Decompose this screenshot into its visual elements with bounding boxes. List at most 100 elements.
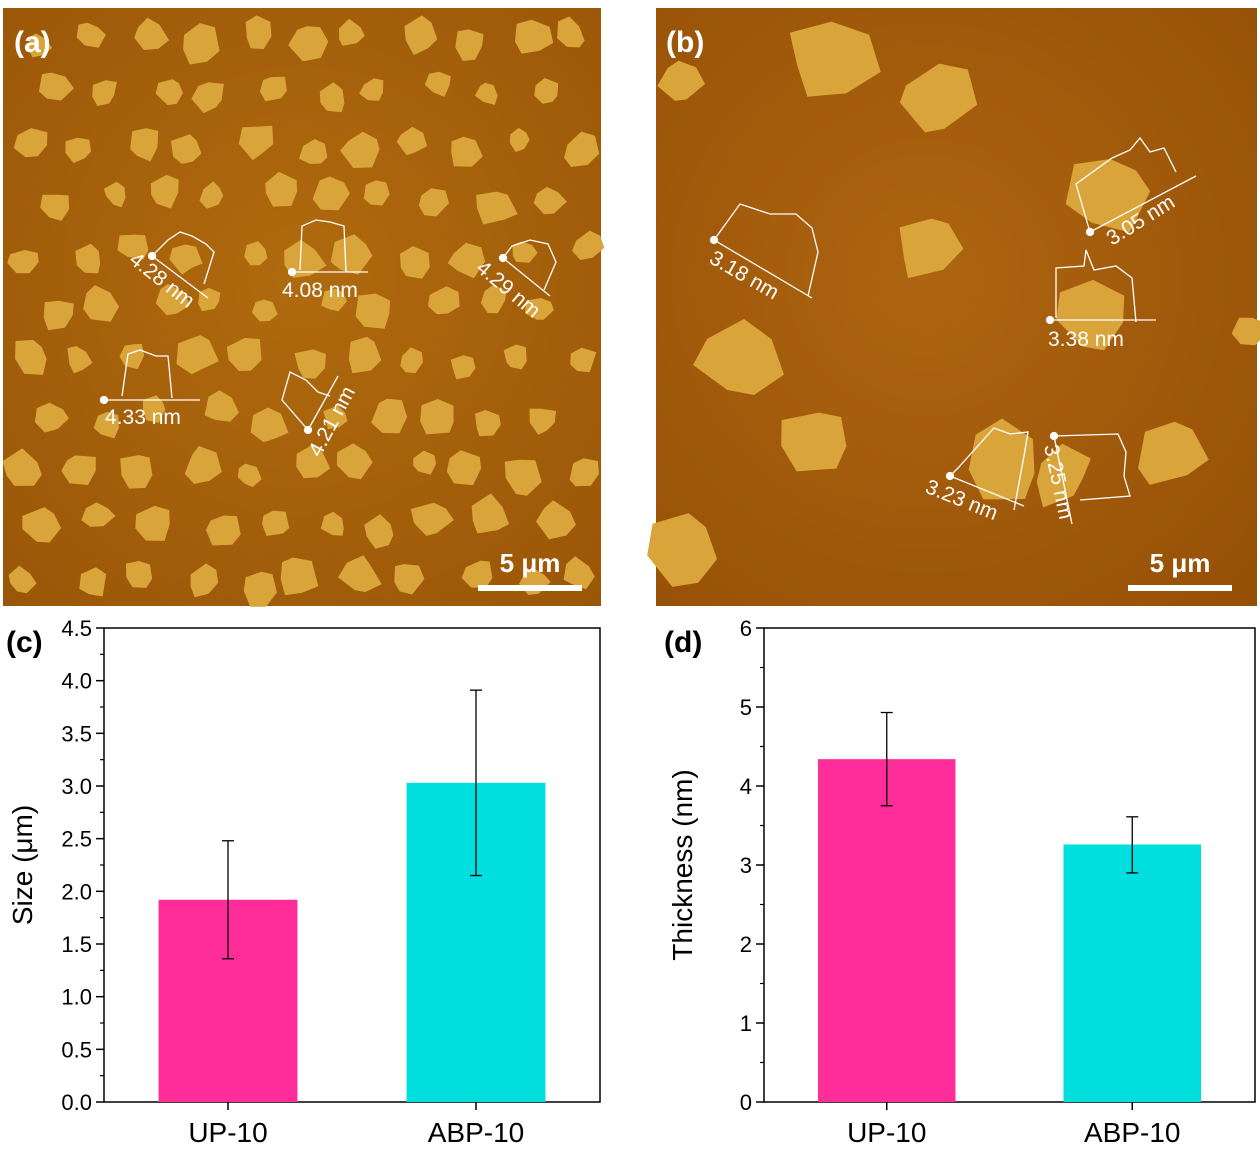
flake: [529, 408, 557, 435]
profile-arrow: [151, 255, 209, 299]
flake: [515, 19, 554, 54]
flake: [204, 390, 239, 422]
y-tick-label: 3.0: [61, 774, 92, 799]
flake: [34, 402, 69, 433]
flake: [250, 407, 289, 443]
flake: [1056, 279, 1125, 351]
y-tick-label: 5: [740, 695, 752, 720]
flake: [67, 346, 93, 374]
flake: [340, 131, 380, 168]
flake: [461, 560, 493, 589]
flake: [155, 283, 190, 316]
flake: [190, 563, 219, 598]
flake: [1138, 421, 1209, 485]
flake: [237, 463, 262, 488]
flake: [563, 556, 595, 590]
y-tick-label: 2: [740, 932, 752, 957]
afm-panel-b: 3.18 nm 3.05 nm 3.38 nm 3.23 nm 3.25 nm …: [647, 8, 1260, 606]
y-tick-label: 0.0: [61, 1090, 92, 1115]
flake: [475, 410, 501, 437]
flake: [503, 344, 527, 370]
x-tick-label: ABP-10: [428, 1117, 525, 1148]
bar-up-10: [818, 759, 956, 1102]
profile-start-dot: [1049, 431, 1059, 441]
flake: [420, 399, 454, 435]
flake: [394, 564, 425, 595]
panel-tag-d: (d): [664, 626, 702, 659]
flake: [570, 347, 597, 373]
flake: [288, 26, 329, 62]
flake: [135, 505, 170, 541]
profile-start-dot: [498, 253, 508, 263]
flake: [120, 455, 153, 489]
profile-line: [1053, 433, 1131, 501]
flake: [899, 218, 964, 279]
profile-arrow: [307, 375, 339, 431]
scale-bar-b: [1128, 585, 1232, 591]
flake: [447, 242, 486, 279]
flake: [312, 176, 350, 211]
flake: [39, 72, 74, 101]
flake: [418, 188, 449, 217]
y-tick-label: 4.5: [61, 616, 92, 641]
flake: [396, 126, 428, 156]
flake: [451, 136, 483, 167]
profile-start-dot: [1045, 315, 1055, 325]
y-tick-label: 2.5: [61, 827, 92, 852]
flake: [424, 71, 451, 97]
profile-line: [151, 231, 215, 285]
profile-arrow: [713, 239, 813, 299]
flake: [572, 230, 605, 260]
flake: [504, 459, 542, 496]
flake: [13, 128, 48, 158]
flake: [410, 502, 454, 536]
flake: [28, 33, 53, 58]
flake: [244, 241, 268, 266]
flake: [359, 78, 384, 101]
flake: [75, 243, 101, 274]
profiles-b: [709, 136, 1197, 525]
flake: [184, 446, 222, 484]
flake: [15, 339, 47, 375]
flake: [176, 335, 219, 375]
flake: [294, 349, 326, 379]
flakes-a: [2, 15, 605, 607]
profile-arrow: [949, 475, 1025, 507]
flake: [2, 448, 42, 486]
flake: [536, 500, 576, 540]
flake: [79, 567, 107, 597]
flake: [134, 17, 170, 51]
profile-line: [121, 349, 173, 399]
y-tick-label: 1.5: [61, 932, 92, 957]
y-tick-label: 0.5: [61, 1037, 92, 1062]
y-tick-label: 1: [740, 1011, 752, 1036]
flakes-b: [647, 21, 1260, 587]
flake: [265, 171, 298, 207]
annotation-4-08: 4.08 nm: [282, 279, 358, 302]
flake: [61, 455, 96, 485]
panel-tag-c: (c): [6, 626, 43, 659]
y-tick-label: 1.0: [61, 985, 92, 1010]
annotation-3-38: 3.38 nm: [1048, 328, 1124, 351]
flake: [446, 450, 482, 486]
scale-bar-a: [478, 585, 582, 591]
flake: [259, 76, 287, 102]
flake: [509, 127, 530, 152]
flake: [476, 191, 518, 225]
profile-line: [713, 203, 819, 297]
flake: [205, 515, 241, 546]
afm-panel-a: 4.28 nm 4.08 nm 4.29 nm 4.33 nm 4.21 nm …: [2, 8, 605, 607]
flake: [284, 239, 327, 278]
flake: [363, 180, 390, 206]
y-axis-label: Thickness (nm): [667, 769, 698, 960]
flake: [76, 22, 106, 48]
flake: [40, 194, 70, 221]
flake: [199, 181, 224, 209]
profile-start-dot: [709, 235, 719, 245]
flake: [339, 18, 365, 46]
y-tick-label: 3: [740, 853, 752, 878]
flake: [400, 347, 423, 374]
flake: [404, 15, 438, 55]
flake: [117, 234, 149, 260]
